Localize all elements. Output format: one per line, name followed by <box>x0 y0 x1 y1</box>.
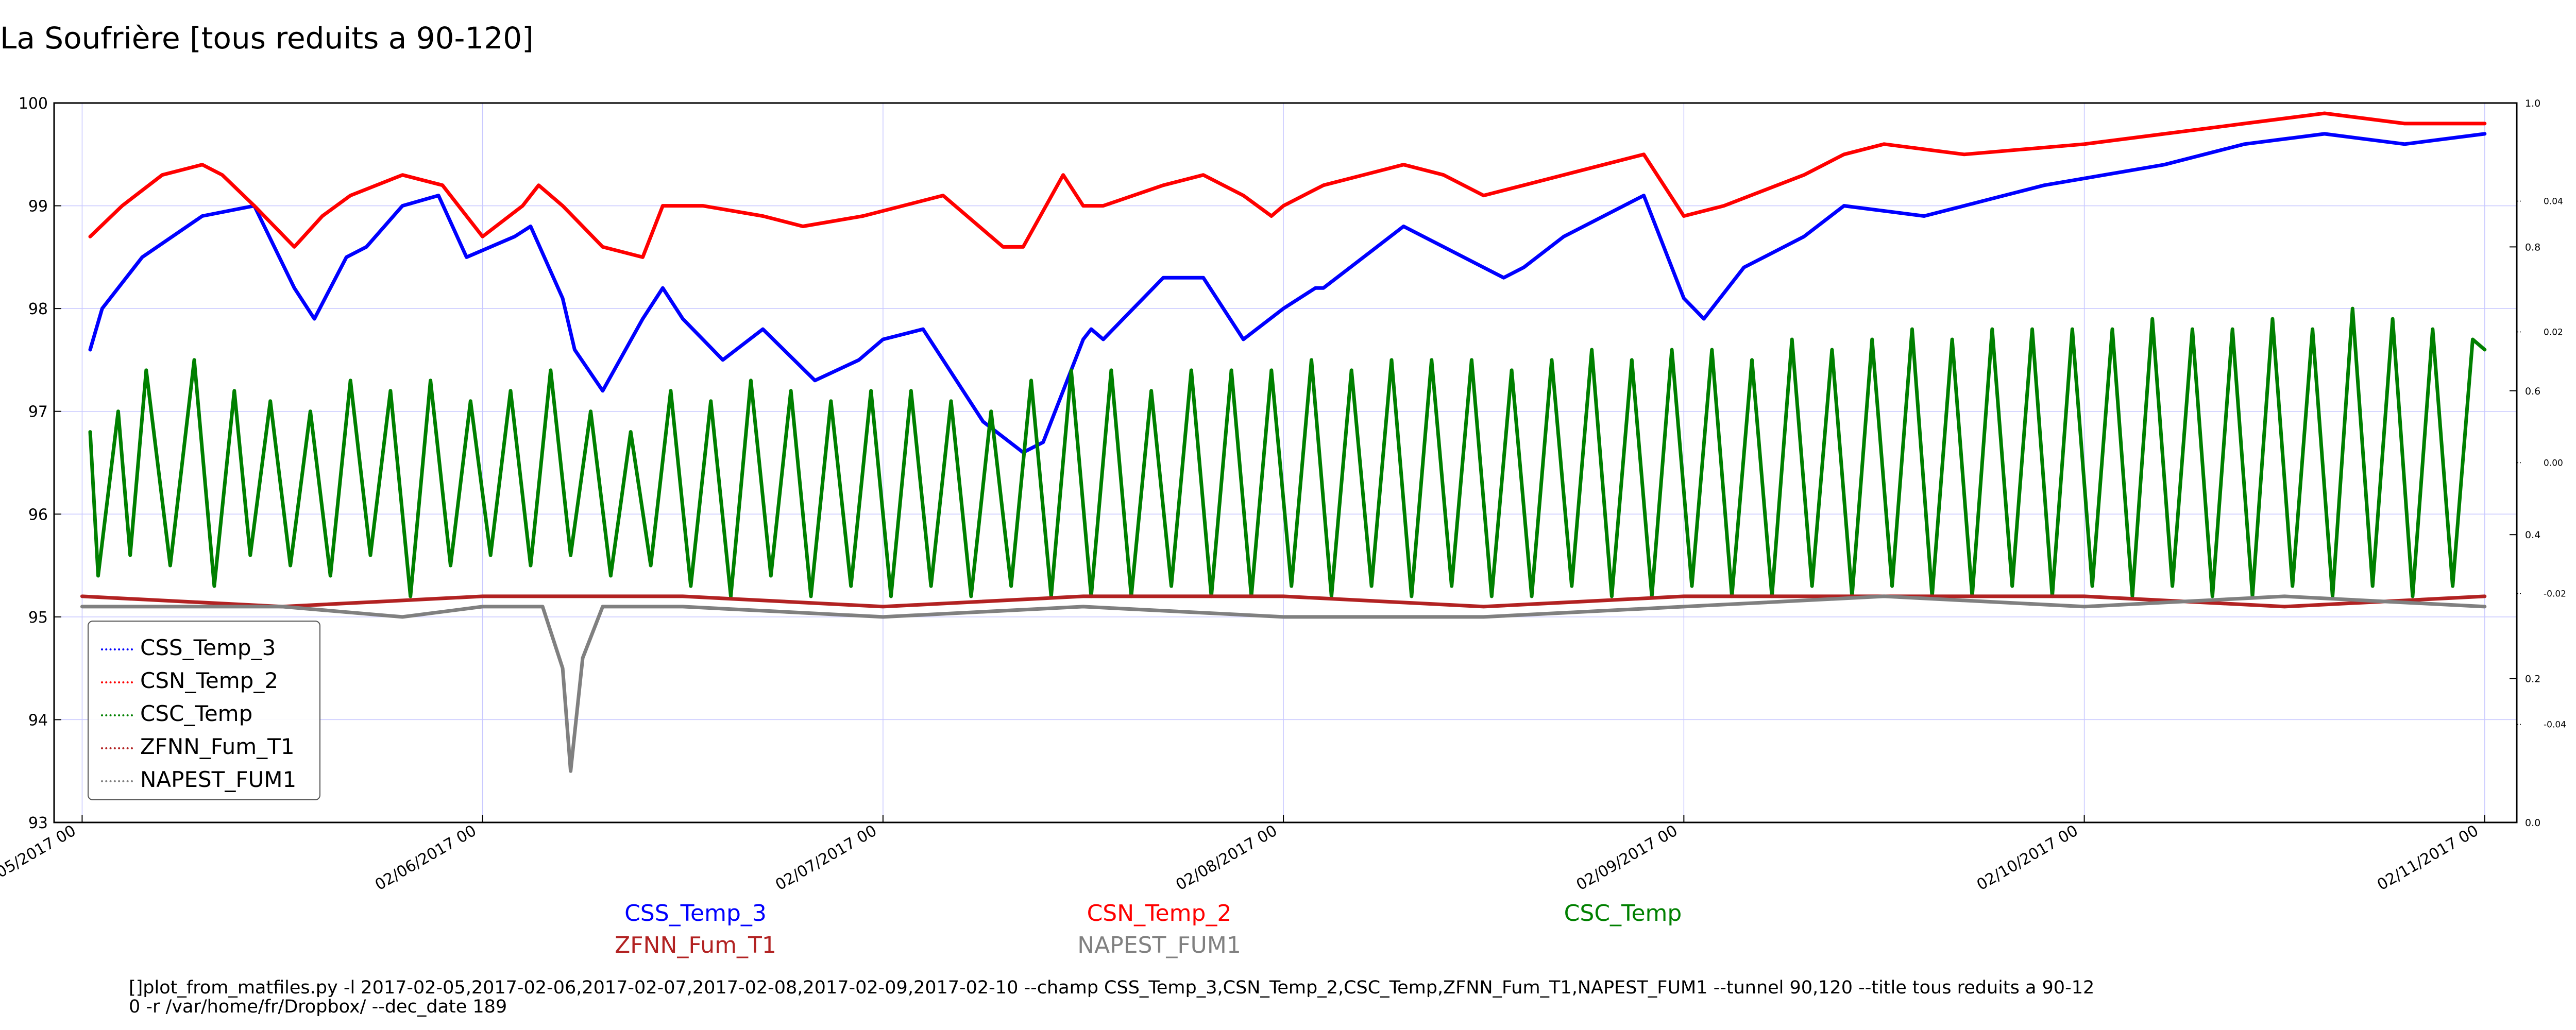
legend-item: CSC_Temp <box>89 699 319 732</box>
y-tick-label: 93 <box>28 814 48 832</box>
command-line-2: 0 -r /var/home/fr/Dropbox/ --dec_date 18… <box>129 997 507 1017</box>
y2-tick-label: 1.0 <box>2525 98 2540 109</box>
y3-tick-label: 0.00 <box>2544 458 2563 469</box>
y2-tick-label: 0.0 <box>2525 817 2540 829</box>
y-tick-label: 96 <box>28 506 48 524</box>
y2-tick-label: 0.6 <box>2525 386 2540 397</box>
x-tick-label: 02/09/2017 00 <box>1573 822 1681 895</box>
legend-label: NAPEST_FUM1 <box>140 767 297 792</box>
legend-swatch <box>101 648 133 650</box>
y-tick-label: 95 <box>28 609 48 627</box>
y-tick-label: 100 <box>19 95 48 113</box>
y-tick-label: 94 <box>28 711 48 729</box>
legend-item: ZFNN_Fum_T1 <box>89 732 319 765</box>
legend-swatch <box>101 780 133 782</box>
command-line-1: []plot_from_matfiles.py -l 2017-02-05,20… <box>129 977 2095 998</box>
series-line-csn-temp-2 <box>88 111 2487 259</box>
legend: CSS_Temp_3 CSN_Temp_2 CSC_Temp ZFNN_Fum_T1 N… <box>88 621 320 800</box>
x-tick-label: 02/06/2017 00 <box>372 822 480 895</box>
bottom-label-csn-temp-2: CSN_Temp_2 <box>1087 900 1232 926</box>
legend-item: CSS_Temp_3 <box>89 633 319 666</box>
legend-label: ZFNN_Fum_T1 <box>140 734 295 759</box>
series-line-zfnn-fum-t1 <box>80 594 2487 609</box>
legend-label: CSC_Temp <box>140 701 253 726</box>
series-line-napest-fum1 <box>80 594 2487 773</box>
legend-swatch <box>101 747 133 749</box>
legend-swatch <box>101 681 133 683</box>
y3-tick-label: 0.02 <box>2544 328 2563 338</box>
bottom-label-napest-fum1: NAPEST_FUM1 <box>1077 932 1241 958</box>
y2-tick-label: 0.4 <box>2525 529 2540 541</box>
legend-swatch <box>101 714 133 716</box>
bottom-label-zfnn-fum-t1: ZFNN_Fum_T1 <box>615 932 776 958</box>
series-line-csc-temp <box>88 306 2487 598</box>
chart-title: La Soufrière [tous reduits a 90-120] <box>0 21 534 56</box>
y2-tick-label: 0.8 <box>2525 242 2540 253</box>
legend-item: CSN_Temp_2 <box>89 666 319 699</box>
y3-tick-label: 0.04 <box>2544 197 2563 207</box>
x-tick-label: 02/11/2017 00 <box>2374 822 2482 895</box>
x-tick-label: 02/05/2017 00 <box>0 822 79 895</box>
legend-label: CSN_Temp_2 <box>140 668 279 693</box>
y3-tick-label: -0.02 <box>2544 589 2566 599</box>
x-tick-label: 02/10/2017 00 <box>1974 822 2081 895</box>
bottom-label-csc-temp: CSC_Temp <box>1564 900 1682 926</box>
y2-tick-label: 0.2 <box>2525 674 2540 685</box>
x-tick-label: 02/07/2017 00 <box>772 822 880 895</box>
y-tick-label: 99 <box>28 198 48 216</box>
y-tick-label: 97 <box>28 403 48 421</box>
y3-tick-label: -0.04 <box>2544 720 2566 730</box>
x-tick-label: 02/08/2017 00 <box>1173 822 1281 895</box>
series-line-css-temp-3 <box>88 132 2487 454</box>
bottom-label-css-temp-3: CSS_Temp_3 <box>624 900 767 926</box>
y-tick-label: 98 <box>28 300 48 318</box>
legend-item: NAPEST_FUM1 <box>89 765 319 798</box>
legend-label: CSS_Temp_3 <box>140 635 276 660</box>
